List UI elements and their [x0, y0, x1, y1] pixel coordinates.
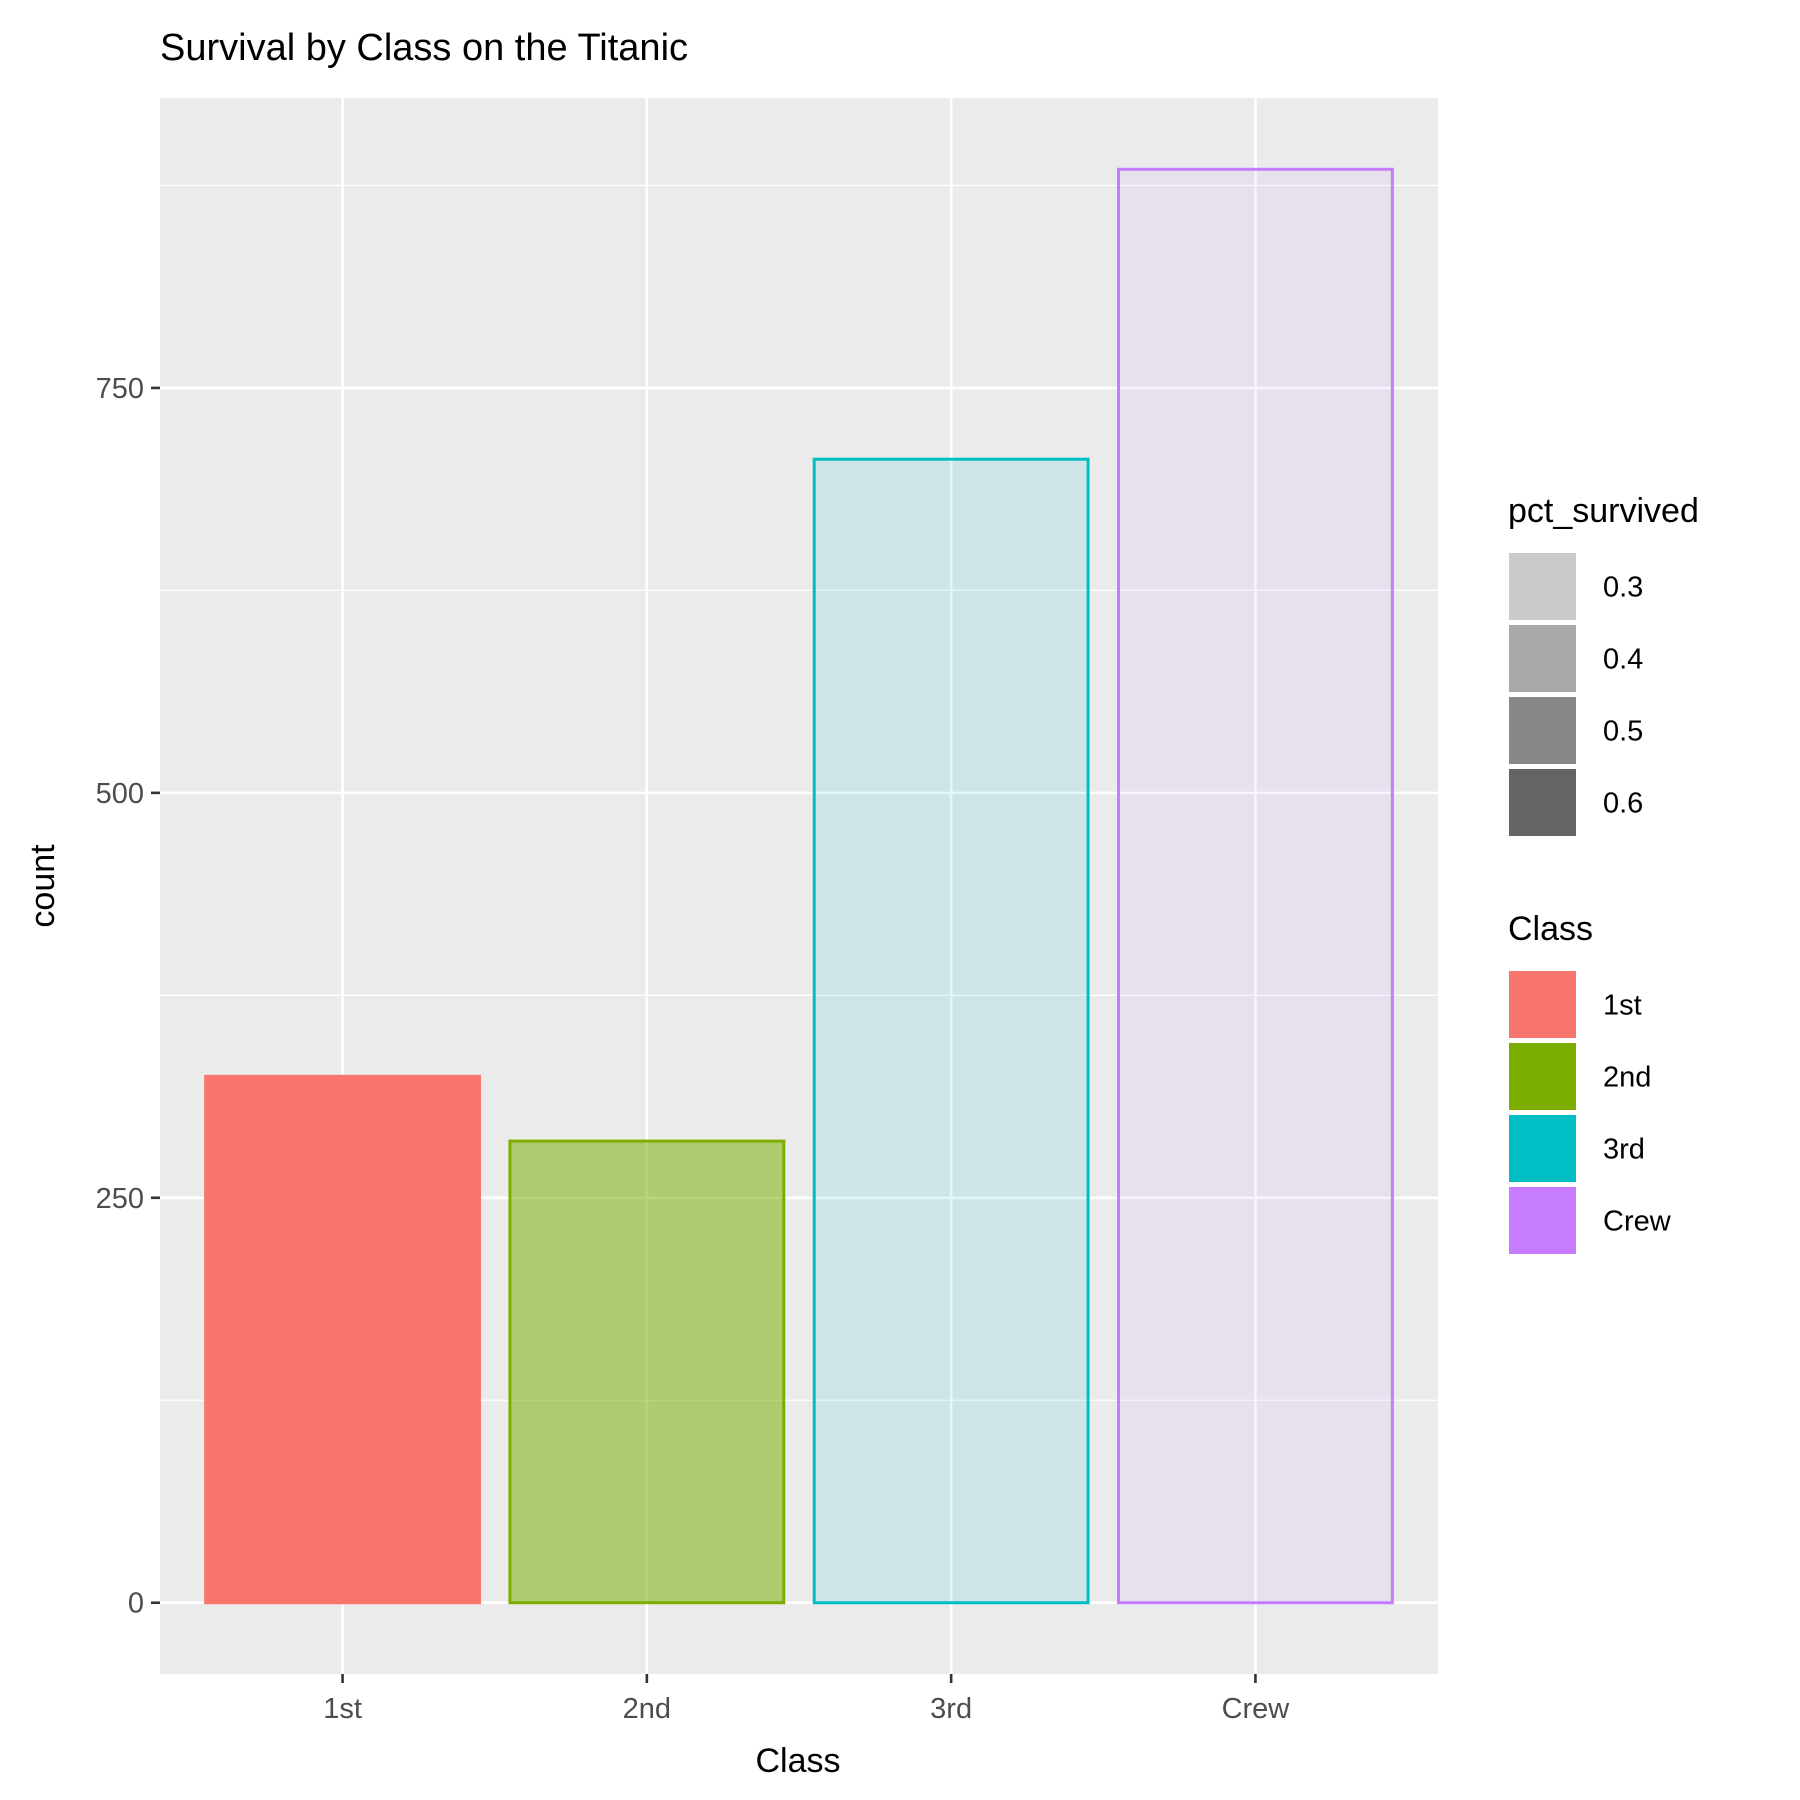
legend-key-label: 0.5: [1603, 716, 1643, 748]
x-axis-title: Class: [755, 1742, 840, 1780]
legends: pct_survived 0.3 0.4 0.5 0.6 Class 1st 2nd 3rd Cr…: [1507, 492, 1699, 1256]
legend-key-label: 0.6: [1603, 788, 1643, 820]
x-tick-label: 1st: [323, 1693, 362, 1725]
y-tick-label: 0: [128, 1588, 144, 1620]
plot-panel: [160, 98, 1438, 1674]
legend-key: [1507, 1185, 1578, 1256]
legend-key: [1507, 969, 1578, 1040]
legend-key-label: 3rd: [1603, 1134, 1645, 1166]
legend-class: Class 1st 2nd 3rd Crew: [1507, 910, 1672, 1256]
y-tick-label: 500: [96, 778, 144, 810]
x-tick-label: Crew: [1222, 1693, 1291, 1725]
y-axis-title: count: [24, 844, 62, 928]
legend-key: [1507, 551, 1578, 622]
legend-key: [1507, 623, 1578, 694]
legend-key: [1507, 695, 1578, 766]
y-tick-label: 750: [96, 373, 144, 405]
y-tick-label: 250: [96, 1183, 144, 1215]
x-tick-label: 3rd: [930, 1693, 972, 1725]
bar-2nd: [508, 1139, 786, 1605]
legend-pct-survived: pct_survived 0.3 0.4 0.5 0.6: [1507, 492, 1699, 838]
bar-3rd: [812, 457, 1090, 1605]
legend-title: Class: [1508, 910, 1593, 948]
bar-crew: [1117, 167, 1394, 1605]
legend-key-label: 1st: [1603, 990, 1642, 1022]
chart-title: Survival by Class on the Titanic: [160, 27, 688, 69]
bar-1st: [204, 1074, 481, 1605]
legend-key: [1507, 1041, 1578, 1112]
legend-key-label: Crew: [1603, 1206, 1672, 1238]
legend-key-label: 0.4: [1603, 644, 1643, 676]
x-tick-label: 2nd: [623, 1693, 671, 1725]
legend-title: pct_survived: [1508, 492, 1699, 530]
legend-key: [1507, 1113, 1578, 1184]
legend-key-label: 0.3: [1603, 572, 1643, 604]
y-axis: 0 250 500 750: [96, 373, 160, 1620]
x-axis: 1st 2nd 3rd Crew: [323, 1674, 1290, 1725]
legend-key: [1507, 767, 1578, 838]
legend-key-label: 2nd: [1603, 1062, 1651, 1094]
